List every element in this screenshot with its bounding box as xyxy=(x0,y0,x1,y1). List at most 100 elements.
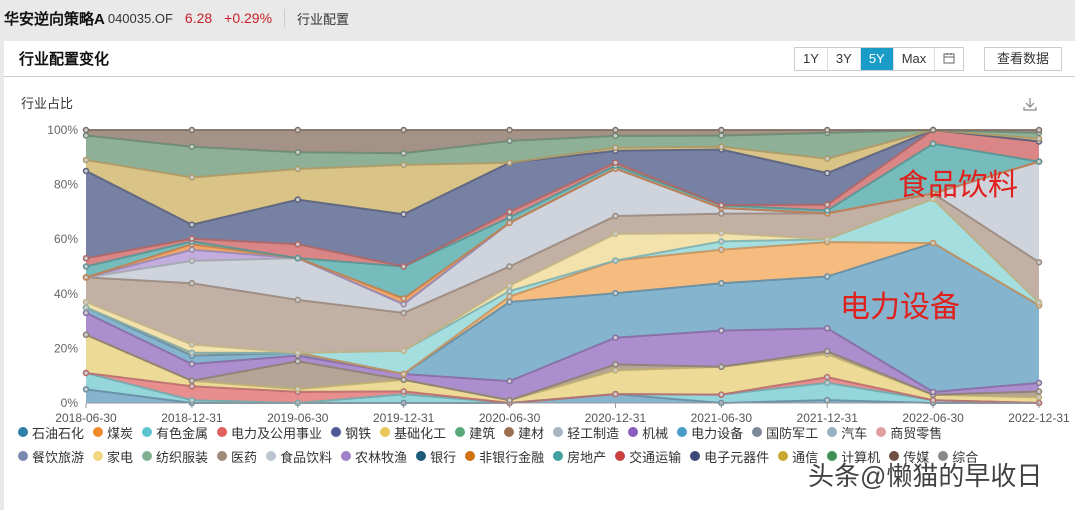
legend-label: 食品饮料 xyxy=(280,449,333,465)
y-axis-title: 行业占比 xyxy=(21,96,74,111)
legend-label: 电力设备 xyxy=(691,425,744,441)
legend-dot-icon xyxy=(380,427,391,437)
area-series[interactable] xyxy=(86,193,1039,353)
legend-dot-icon xyxy=(504,427,515,437)
legend-dot-icon xyxy=(889,451,900,461)
legend-label: 非银行金融 xyxy=(479,449,545,465)
legend-item[interactable]: 银行 xyxy=(416,447,456,466)
range-5y[interactable]: 5Y xyxy=(860,48,894,70)
legend-label: 家电 xyxy=(107,449,134,465)
legend-item[interactable]: 钢铁 xyxy=(331,423,371,442)
area-series[interactable] xyxy=(86,130,1039,154)
legend-dot-icon xyxy=(938,451,949,461)
legend-item[interactable]: 电力及公用事业 xyxy=(217,423,322,442)
legend-item[interactable]: 非银行金融 xyxy=(465,447,544,466)
range-3y[interactable]: 3Y xyxy=(828,48,861,70)
x-tick-label: 2022-06-30 xyxy=(902,411,964,425)
x-tick-label: 2021-12-31 xyxy=(797,411,859,425)
legend-item[interactable]: 通信 xyxy=(778,447,818,466)
legend-label: 汽车 xyxy=(841,425,868,441)
area-series[interactable] xyxy=(86,243,1039,392)
y-tick-label: 0% xyxy=(61,396,79,410)
legend-item[interactable]: 基础化工 xyxy=(380,423,446,442)
legend-item[interactable]: 电子元器件 xyxy=(690,447,769,466)
legend-item[interactable]: 轻工制造 xyxy=(553,423,619,442)
legend-item[interactable]: 纺织服装 xyxy=(142,447,208,466)
legend-item[interactable]: 有色金属 xyxy=(142,423,208,442)
area-series[interactable] xyxy=(86,242,1039,374)
legend-item[interactable]: 电力设备 xyxy=(677,423,743,442)
y-tick-label: 20% xyxy=(54,341,78,355)
x-tick-label: 2019-12-31 xyxy=(373,411,435,425)
legend-item[interactable]: 食品饮料 xyxy=(266,447,332,466)
legend-dot-icon xyxy=(827,451,838,461)
legend-item[interactable]: 煤炭 xyxy=(93,423,133,442)
range-max[interactable]: Max xyxy=(894,48,936,70)
legend-label: 纺织服装 xyxy=(156,449,209,465)
legend-label: 综合 xyxy=(952,449,979,465)
area-series[interactable] xyxy=(86,130,1039,267)
legend-item[interactable]: 汽车 xyxy=(827,423,867,442)
legend-item[interactable]: 商贸零售 xyxy=(876,423,942,442)
area-series[interactable] xyxy=(86,161,1039,313)
watermark: 头条@懒猫的早收日 xyxy=(808,461,1043,491)
legend-dot-icon xyxy=(876,427,887,437)
legend-label: 煤炭 xyxy=(107,425,134,441)
legend-item[interactable]: 家电 xyxy=(93,447,133,466)
legend-dot-icon xyxy=(615,451,626,461)
legend-item[interactable]: 传媒 xyxy=(889,447,929,466)
annotation-food-beverage: 食品饮料 xyxy=(898,169,1018,202)
divider xyxy=(284,9,286,27)
legend-item[interactable]: 交通运输 xyxy=(615,447,681,466)
fund-nav: 6.28 xyxy=(184,10,213,26)
legend-item[interactable]: 建材 xyxy=(504,423,544,442)
range-1y[interactable]: 1Y xyxy=(795,48,828,70)
legend-item[interactable]: 农林牧渔 xyxy=(341,447,407,466)
area-series[interactable] xyxy=(86,372,1039,403)
x-tick-label: 2020-06-30 xyxy=(479,411,541,425)
area-series[interactable] xyxy=(86,198,1039,374)
x-tick-label: 2021-06-30 xyxy=(691,411,753,425)
x-tick-label: 2019-06-30 xyxy=(267,411,329,425)
x-tick-label: 2018-12-31 xyxy=(161,411,223,425)
legend-dot-icon xyxy=(142,451,153,461)
legend-dot-icon xyxy=(217,451,228,461)
legend-label: 石油石化 xyxy=(32,425,85,441)
legend-label: 轻工制造 xyxy=(567,425,620,441)
legend-dot-icon xyxy=(331,427,342,437)
panel-header: 行业配置变化 1Y 3Y 5Y Max 查看数据 xyxy=(4,41,1075,77)
legend-item[interactable]: 建筑 xyxy=(455,423,495,442)
legend-label: 银行 xyxy=(430,449,457,465)
legend-item[interactable]: 医药 xyxy=(217,447,257,466)
breadcrumb[interactable]: 行业配置 xyxy=(297,11,350,27)
legend-item[interactable]: 餐饮旅游 xyxy=(18,447,84,466)
x-tick-label: 2018-06-30 xyxy=(55,411,117,425)
legend-item[interactable]: 机械 xyxy=(628,423,668,442)
legend-dot-icon xyxy=(778,451,789,461)
legend-dot-icon xyxy=(142,427,153,437)
legend-dot-icon xyxy=(341,451,352,461)
area-series[interactable] xyxy=(86,143,1039,299)
legend-item[interactable]: 计算机 xyxy=(827,447,880,466)
legend-label: 交通运输 xyxy=(629,449,682,465)
area-series[interactable] xyxy=(86,130,1039,225)
view-data-button[interactable]: 查看数据 xyxy=(984,47,1063,71)
stacked-area-chart: 0% 20% 40% 60% 80% 100% 2018-06-30 2018-12-31 20… xyxy=(47,123,1070,425)
chart-legend: 石油石化 煤炭 有色金属 电力及公用事业 钢铁 基础化工 建筑 建材 轻工制造 机械 电力设备 国防军… xyxy=(18,420,1068,468)
area-series[interactable] xyxy=(86,130,1039,267)
legend-item[interactable]: 房地产 xyxy=(553,447,606,466)
legend-item[interactable]: 石油石化 xyxy=(18,423,84,442)
calendar-button[interactable] xyxy=(935,48,963,70)
legend-item[interactable]: 国防军工 xyxy=(752,423,818,442)
legend-label: 通信 xyxy=(792,449,819,465)
area-series[interactable] xyxy=(86,334,1039,403)
area-series[interactable] xyxy=(86,334,1039,401)
legend-label: 农林牧渔 xyxy=(355,449,408,465)
legend-dot-icon xyxy=(416,451,427,461)
download-button[interactable] xyxy=(1022,96,1038,117)
area-series[interactable] xyxy=(86,372,1039,403)
legend-item[interactable]: 综合 xyxy=(938,447,978,466)
fund-header: 华安逆向策略A 040035.OF 6.28 +0.29% 行业配置 xyxy=(0,0,1075,36)
area-series[interactable] xyxy=(86,312,1039,401)
area-series[interactable] xyxy=(86,130,1039,178)
